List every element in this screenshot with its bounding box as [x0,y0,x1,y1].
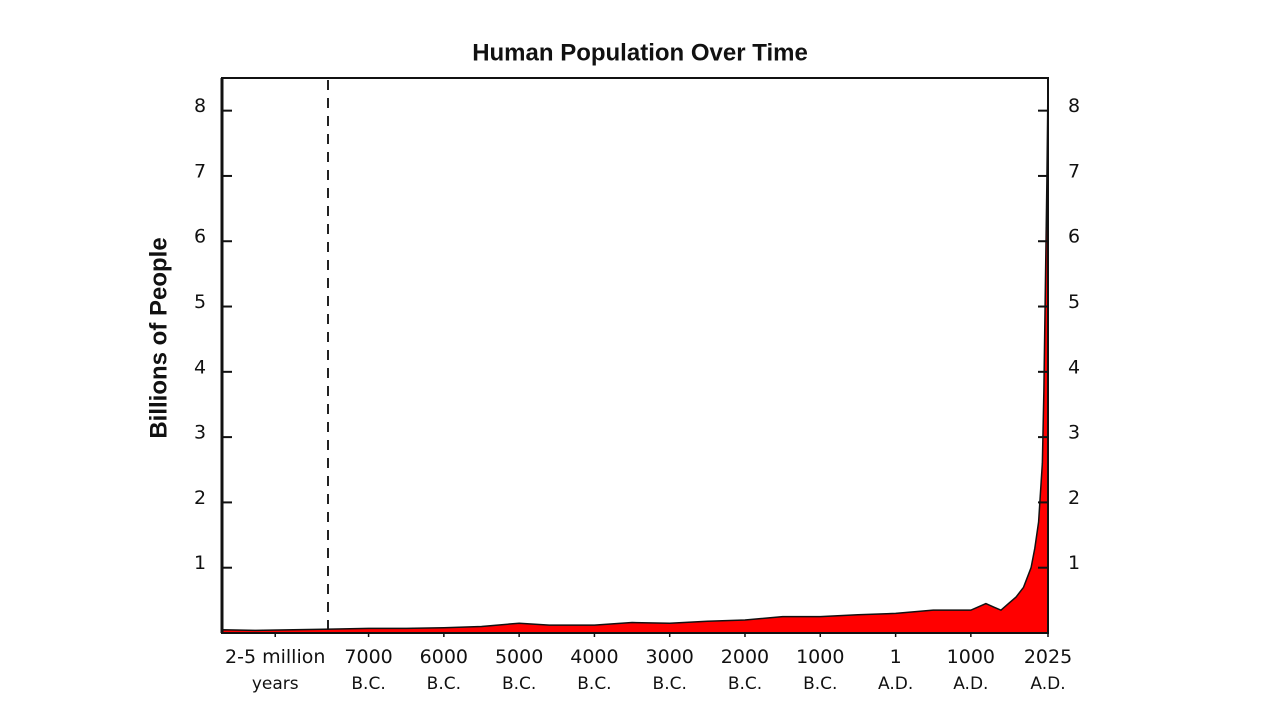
chart-title: Human Population Over Time [472,39,808,66]
y-tick-label: 4 [194,356,206,378]
y-tick-label: 7 [194,160,206,182]
y-tick-label: 5 [194,291,206,313]
y-tick-label-right: 2 [1068,487,1080,509]
y-tick-label-right: 4 [1068,356,1080,378]
y-tick-label: 2 [194,487,206,509]
y-tick-label: 1 [194,552,206,574]
y-tick-label-right: 5 [1068,291,1080,313]
y-tick-label: 6 [194,226,206,248]
y-tick-label-right: 1 [1068,552,1080,574]
y-tick-label: 3 [194,422,206,444]
y-tick-label-right: 8 [1068,95,1080,117]
x-tick-label: 4000 B.C. [570,646,618,695]
x-tick-label: 6000 B.C. [420,646,468,695]
x-tick-label: 1000 A.D. [947,646,995,695]
y-tick-label-right: 7 [1068,160,1080,182]
x-tick-label: 1 A.D. [878,646,913,695]
plot-frame [221,77,1049,634]
y-tick-label-right: 3 [1068,422,1080,444]
x-tick-label: 2-5 million years [225,646,325,695]
x-tick-label: 7000 B.C. [344,646,392,695]
x-tick-label: 2000 B.C. [721,646,769,695]
x-tick-label: 3000 B.C. [646,646,694,695]
x-tick-label: 1000 B.C. [796,646,844,695]
population-area [221,77,1049,634]
y-axis-label: Billions of People [145,237,172,438]
y-tick-label: 8 [194,95,206,117]
x-tick-label: 2025 A.D. [1024,646,1072,695]
y-tick-label-right: 6 [1068,226,1080,248]
x-tick-label: 5000 B.C. [495,646,543,695]
